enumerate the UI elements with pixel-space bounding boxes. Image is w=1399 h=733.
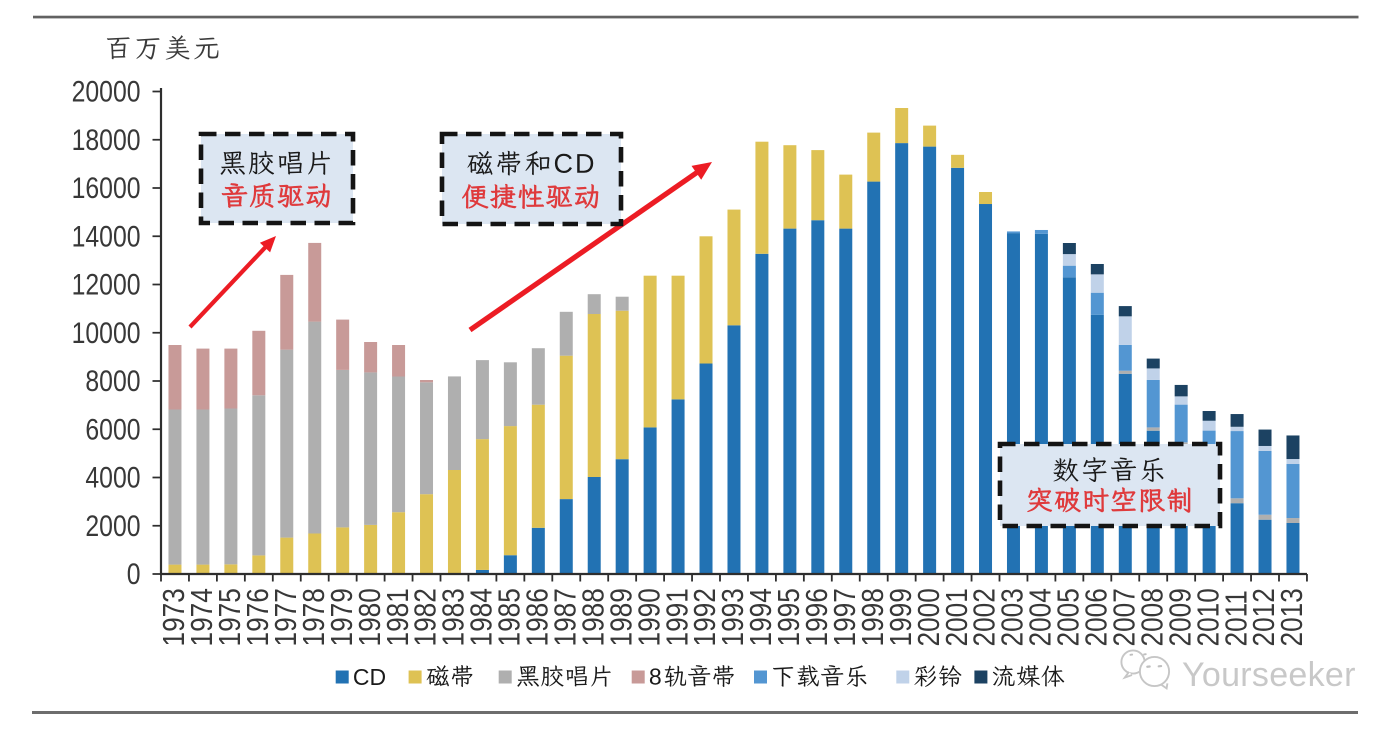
svg-text:0: 0: [127, 557, 141, 591]
svg-text:6000: 6000: [85, 412, 140, 446]
svg-text:2004: 2004: [1024, 588, 1058, 646]
svg-text:2012: 2012: [1247, 588, 1281, 646]
svg-text:14000: 14000: [72, 219, 141, 253]
svg-text:1978: 1978: [297, 588, 331, 646]
svg-text:2011: 2011: [1219, 590, 1253, 646]
svg-text:2013: 2013: [1275, 588, 1309, 646]
svg-text:1991: 1991: [660, 588, 694, 646]
svg-text:1990: 1990: [632, 588, 666, 646]
svg-text:1974: 1974: [185, 588, 219, 646]
svg-text:2000: 2000: [85, 509, 140, 543]
svg-text:12000: 12000: [72, 268, 141, 302]
svg-text:2010: 2010: [1191, 588, 1225, 646]
svg-text:20000: 20000: [72, 75, 141, 109]
svg-text:1979: 1979: [325, 588, 359, 646]
svg-text:2001: 2001: [940, 588, 974, 646]
svg-text:1986: 1986: [521, 588, 555, 646]
svg-text:1984: 1984: [465, 588, 499, 646]
svg-text:1995: 1995: [772, 588, 806, 646]
svg-text:2003: 2003: [996, 588, 1030, 646]
svg-text:8000: 8000: [85, 364, 140, 398]
svg-text:2007: 2007: [1108, 588, 1142, 646]
svg-text:1988: 1988: [577, 588, 611, 646]
svg-text:1992: 1992: [688, 588, 722, 646]
svg-text:1982: 1982: [409, 588, 443, 646]
svg-text:1993: 1993: [716, 588, 750, 646]
svg-text:1998: 1998: [856, 588, 890, 646]
svg-text:2005: 2005: [1052, 588, 1086, 646]
svg-text:1980: 1980: [353, 588, 387, 646]
svg-text:Yourseeker: Yourseeker: [1182, 656, 1356, 694]
svg-text:2009: 2009: [1164, 588, 1198, 646]
svg-text:1987: 1987: [549, 588, 583, 646]
svg-text:1989: 1989: [605, 588, 639, 646]
svg-text:1999: 1999: [884, 588, 918, 646]
svg-text:1994: 1994: [744, 588, 778, 646]
svg-text:2006: 2006: [1080, 588, 1114, 646]
svg-text:1996: 1996: [800, 588, 834, 646]
svg-text:2002: 2002: [968, 588, 1002, 646]
svg-text:1977: 1977: [269, 588, 303, 646]
svg-text:1997: 1997: [828, 588, 862, 646]
svg-text:1973: 1973: [157, 588, 191, 646]
svg-text:1985: 1985: [493, 588, 527, 646]
svg-text:CD: CD: [353, 664, 386, 690]
svg-text:16000: 16000: [72, 171, 141, 205]
svg-text:2008: 2008: [1136, 588, 1170, 646]
svg-text:1981: 1981: [381, 588, 415, 646]
svg-text:1975: 1975: [213, 588, 247, 646]
svg-text:2000: 2000: [912, 588, 946, 646]
svg-text:1976: 1976: [241, 588, 275, 646]
svg-text:4000: 4000: [85, 461, 140, 495]
svg-text:10000: 10000: [72, 316, 141, 350]
svg-text:18000: 18000: [72, 123, 141, 157]
svg-text:1983: 1983: [437, 588, 471, 646]
